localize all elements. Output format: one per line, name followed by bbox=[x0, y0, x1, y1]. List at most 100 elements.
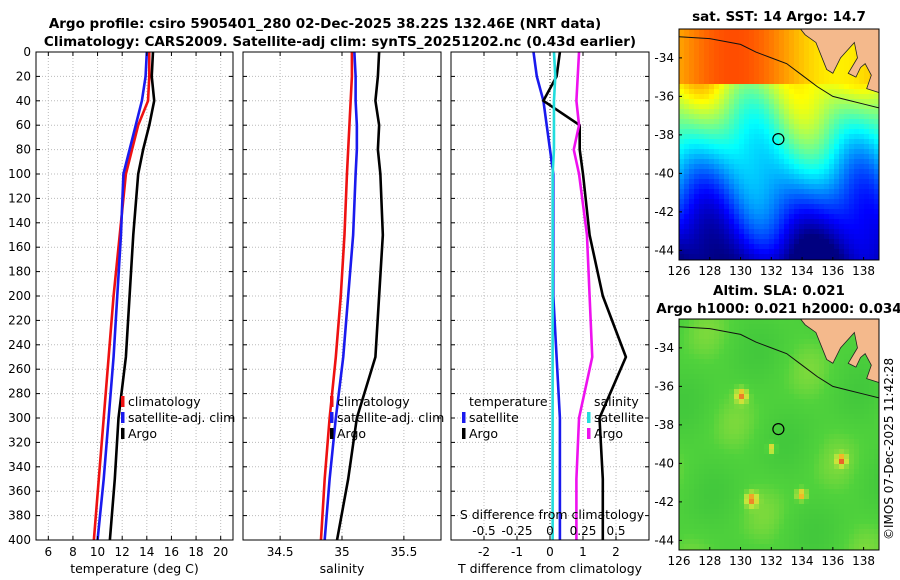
field-cell bbox=[824, 384, 830, 390]
field-cell bbox=[849, 54, 855, 60]
field-cell bbox=[874, 434, 879, 440]
field-cell bbox=[749, 479, 755, 485]
map-x-tick-label: 128 bbox=[698, 264, 721, 278]
field-cell bbox=[794, 254, 800, 260]
field-cell bbox=[764, 174, 770, 180]
field-cell bbox=[834, 104, 840, 110]
field-cell bbox=[834, 509, 840, 515]
field-cell bbox=[784, 409, 790, 415]
field-cell bbox=[744, 179, 750, 185]
field-cell bbox=[699, 189, 705, 195]
legend-label: Argo bbox=[337, 426, 366, 441]
field-cell bbox=[764, 419, 770, 425]
field-cell bbox=[724, 174, 730, 180]
field-cell bbox=[849, 149, 855, 155]
field-cell bbox=[699, 164, 705, 170]
field-cell bbox=[704, 229, 710, 235]
field-cell bbox=[749, 244, 755, 250]
field-cell bbox=[859, 419, 865, 425]
field-cell bbox=[789, 319, 795, 325]
field-cell bbox=[754, 129, 760, 135]
field-cell bbox=[794, 439, 800, 445]
field-cell bbox=[779, 374, 785, 380]
figure-title-line1: Argo profile: csiro 5905401_280 02-Dec-2… bbox=[49, 16, 601, 32]
y-tick-label: 200 bbox=[8, 289, 31, 303]
field-cell bbox=[784, 379, 790, 385]
legend-swatch bbox=[121, 412, 125, 423]
field-cell bbox=[799, 119, 805, 125]
field-cell bbox=[809, 149, 815, 155]
x-tick-label: -2 bbox=[478, 545, 490, 559]
field-cell bbox=[869, 544, 875, 550]
x-tick-label: 8 bbox=[69, 545, 77, 559]
field-cell bbox=[834, 424, 840, 430]
field-cell bbox=[739, 214, 745, 220]
field-cell bbox=[824, 209, 830, 215]
field-cell bbox=[814, 94, 820, 100]
field-cell bbox=[864, 534, 870, 540]
field-cell bbox=[729, 49, 735, 55]
field-cell bbox=[724, 364, 730, 370]
field-cell bbox=[689, 39, 695, 45]
field-cell bbox=[849, 489, 855, 495]
field-cell bbox=[769, 544, 775, 550]
field-cell bbox=[794, 349, 800, 355]
field-cell bbox=[814, 214, 820, 220]
field-cell bbox=[854, 139, 860, 145]
field-cell bbox=[679, 44, 685, 50]
field-cell bbox=[799, 379, 805, 385]
field-cell bbox=[684, 149, 690, 155]
field-cell bbox=[769, 179, 775, 185]
field-cell bbox=[784, 414, 790, 420]
field-cell bbox=[819, 174, 825, 180]
field-cell bbox=[719, 204, 725, 210]
field-cell bbox=[764, 114, 770, 120]
field-cell bbox=[779, 354, 785, 360]
field-cell bbox=[754, 109, 760, 115]
field-cell bbox=[689, 154, 695, 160]
field-cell bbox=[824, 454, 830, 460]
field-cell bbox=[789, 124, 795, 130]
field-cell bbox=[679, 179, 685, 185]
field-cell bbox=[724, 239, 730, 245]
field-cell bbox=[859, 359, 865, 365]
field-cell bbox=[769, 464, 775, 470]
field-cell bbox=[799, 364, 805, 370]
field-cell bbox=[789, 494, 795, 500]
field-cell bbox=[729, 84, 735, 90]
field-cell bbox=[709, 534, 715, 540]
field-cell bbox=[799, 529, 805, 535]
field-cell bbox=[699, 459, 705, 465]
field-cell bbox=[689, 94, 695, 100]
legend-label: temperature bbox=[469, 394, 548, 409]
shelf-contour bbox=[679, 36, 879, 109]
field-cell bbox=[829, 199, 835, 205]
field-cell bbox=[809, 389, 815, 395]
field-cell bbox=[849, 499, 855, 505]
field-cell bbox=[734, 204, 740, 210]
field-cell bbox=[844, 444, 850, 450]
field-cell bbox=[754, 384, 760, 390]
field-cell bbox=[814, 434, 820, 440]
field-cell bbox=[829, 499, 835, 505]
field-cell bbox=[694, 519, 700, 525]
field-cell bbox=[759, 199, 765, 205]
field-cell bbox=[724, 414, 730, 420]
field-cell bbox=[724, 359, 730, 365]
field-cell bbox=[744, 339, 750, 345]
field-cell bbox=[864, 414, 870, 420]
field-cell bbox=[724, 444, 730, 450]
field-cell bbox=[814, 224, 820, 230]
field-cell bbox=[874, 389, 879, 395]
field-cell bbox=[784, 544, 790, 550]
field-cell bbox=[799, 159, 805, 165]
field-cell bbox=[729, 119, 735, 125]
field-cell bbox=[824, 164, 830, 170]
field-cell bbox=[819, 409, 825, 415]
field-cell bbox=[734, 399, 740, 405]
field-cell bbox=[709, 89, 715, 95]
field-cell bbox=[829, 154, 835, 160]
field-cell bbox=[724, 129, 730, 135]
field-cell bbox=[789, 59, 795, 65]
field-cell bbox=[749, 539, 755, 545]
